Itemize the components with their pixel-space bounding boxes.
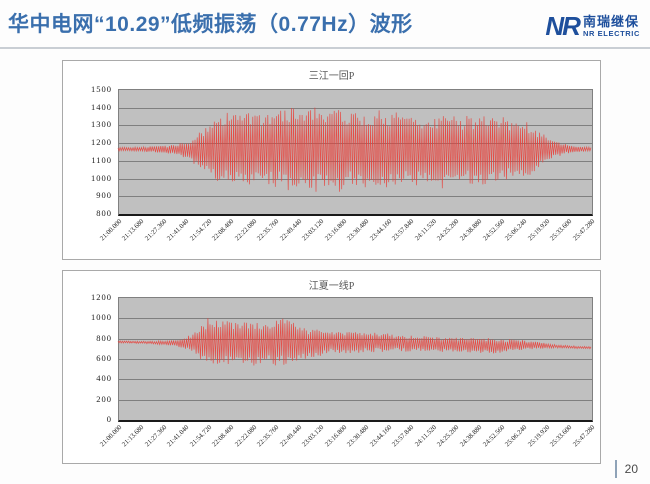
chart-2-title: 江夏一线P bbox=[308, 281, 355, 292]
chart-1-title: 三江一回P bbox=[308, 71, 355, 82]
title-divider bbox=[0, 47, 650, 49]
gridline bbox=[119, 160, 592, 162]
x-axis-tick-label: 22:49.440 bbox=[278, 424, 304, 449]
x-axis-tick-label: 21:00.000 bbox=[98, 218, 123, 243]
y-axis-tick-label: 900 bbox=[96, 190, 112, 201]
plot-area bbox=[118, 297, 593, 422]
y-axis-tick-label: 400 bbox=[96, 373, 112, 384]
x-axis-tick-label: 25:06.240 bbox=[504, 218, 529, 243]
x-axis-tick-label: 23:44.160 bbox=[368, 424, 394, 449]
x-axis-tick-label: 21:54.720 bbox=[188, 424, 214, 449]
gridline bbox=[119, 196, 592, 198]
gridline bbox=[119, 107, 592, 109]
x-axis-tick-label: 25:33.600 bbox=[549, 424, 574, 449]
x-axis-tick-label: 24:25.200 bbox=[436, 424, 461, 449]
x-axis-tick-label: 23:57.840 bbox=[391, 218, 416, 243]
x-axis-tick-label: 24:38.880 bbox=[459, 424, 484, 449]
x-axis-tick-label: 21:54.720 bbox=[188, 218, 214, 243]
slide-title: 华中电网“10.29”低频振荡（0.77Hz）波形 bbox=[8, 13, 413, 36]
x-axis-tick-label: 23:44.160 bbox=[368, 218, 394, 243]
y-axis-tick-label: 800 bbox=[96, 208, 112, 218]
x-axis-tick-label: 22:22.080 bbox=[233, 218, 259, 243]
gridline bbox=[119, 379, 592, 381]
y-axis-tick-label: 1400 bbox=[91, 101, 112, 112]
slide-footer: 20 bbox=[614, 460, 638, 478]
x-axis-tick-label: 22:22.080 bbox=[233, 424, 259, 449]
x-axis-tick-label: 25:19.920 bbox=[526, 218, 551, 243]
x-axis-tick-label: 25:06.240 bbox=[504, 424, 529, 449]
x-axis-tick-label: 22:35.760 bbox=[256, 424, 281, 449]
y-axis-tick-label: 800 bbox=[96, 332, 112, 343]
plot-area bbox=[118, 89, 593, 216]
y-axis-tick-label: 1300 bbox=[91, 119, 112, 130]
y-axis-tick-label: 1200 bbox=[91, 292, 112, 302]
y-axis-tick-label: 1200 bbox=[91, 137, 112, 148]
x-axis-tick-label: 21:27.360 bbox=[143, 218, 168, 243]
x-axis-tick-label: 22:49.440 bbox=[278, 218, 304, 243]
x-axis-tick-label: 21:00.000 bbox=[98, 424, 123, 449]
x-axis-tick-label: 23:57.840 bbox=[391, 424, 416, 449]
x-axis-tick-label: 23:16.800 bbox=[323, 424, 349, 449]
oscillation-chart-1: 三江一回P 1500 1400 1300 1200 1100 1000 900 800 21:0… bbox=[62, 60, 601, 260]
x-axis-tick-label: 21:41.040 bbox=[166, 424, 191, 449]
x-axis-tick-label: 21:41.040 bbox=[166, 218, 191, 243]
x-axis-tick-label: 25:47.280 bbox=[571, 424, 596, 449]
page-number: 20 bbox=[624, 462, 638, 476]
x-axis-tick-label: 25:47.280 bbox=[571, 218, 596, 243]
logo-name-cn: 南瑞继保 bbox=[582, 13, 639, 29]
x-axis-tick-label: 23:30.480 bbox=[346, 218, 371, 243]
x-axis-tick-label: 24:11.520 bbox=[414, 424, 439, 449]
x-axis-tick-label: 21:13.680 bbox=[121, 218, 146, 243]
gridline bbox=[119, 399, 592, 401]
nr-logo-icon: NR bbox=[545, 11, 581, 41]
y-axis-tick-label: 1000 bbox=[91, 172, 112, 183]
y-axis-tick-label: 1100 bbox=[91, 154, 112, 165]
gridline bbox=[119, 359, 592, 360]
x-axis-tick-label: 21:27.360 bbox=[143, 424, 168, 449]
y-axis-tick-label: 1000 bbox=[91, 312, 112, 323]
y-axis-tick-label: 1500 bbox=[91, 84, 112, 94]
x-axis-tick-label: 23:03.120 bbox=[301, 218, 326, 243]
x-axis-tick-label: 22:08.400 bbox=[211, 424, 236, 449]
gridline bbox=[119, 125, 592, 127]
gridline bbox=[119, 178, 592, 180]
nr-electric-logo: NR 南瑞继保 NR ELECTRIC bbox=[545, 13, 640, 39]
x-axis-tick-label: 25:19.920 bbox=[526, 424, 551, 449]
x-axis-tick-label: 24:38.880 bbox=[459, 218, 484, 243]
y-axis-tick-label: 200 bbox=[96, 393, 112, 404]
logo-name-en: NR ELECTRIC bbox=[582, 28, 640, 38]
x-axis-tick-label: 24:11.520 bbox=[414, 218, 439, 243]
x-axis-tick-label: 23:16.800 bbox=[323, 218, 349, 243]
y-axis-tick-label: 0 bbox=[106, 414, 112, 424]
gridline bbox=[119, 143, 592, 145]
gridline bbox=[119, 338, 592, 340]
x-axis-tick-label: 24:25.200 bbox=[436, 218, 461, 243]
gridline bbox=[119, 318, 592, 320]
x-axis-tick-label: 22:35.760 bbox=[256, 218, 281, 243]
x-axis-tick-label: 23:30.480 bbox=[346, 424, 371, 449]
x-axis-tick-label: 24:52.560 bbox=[481, 424, 506, 449]
footer-bar bbox=[614, 460, 617, 478]
x-axis-tick-label: 25:33.600 bbox=[549, 218, 574, 243]
x-axis-tick-label: 22:08.400 bbox=[211, 218, 236, 243]
x-axis-tick-label: 24:52.560 bbox=[481, 218, 506, 243]
x-axis-tick-label: 23:03.120 bbox=[301, 424, 326, 449]
x-axis-tick-label: 21:13.680 bbox=[121, 424, 146, 449]
y-axis-tick-label: 600 bbox=[96, 353, 112, 363]
oscillation-chart-2: 江夏一线P 1200 1000 800 600 400 200 0 21:00.000 21:1… bbox=[62, 270, 601, 464]
